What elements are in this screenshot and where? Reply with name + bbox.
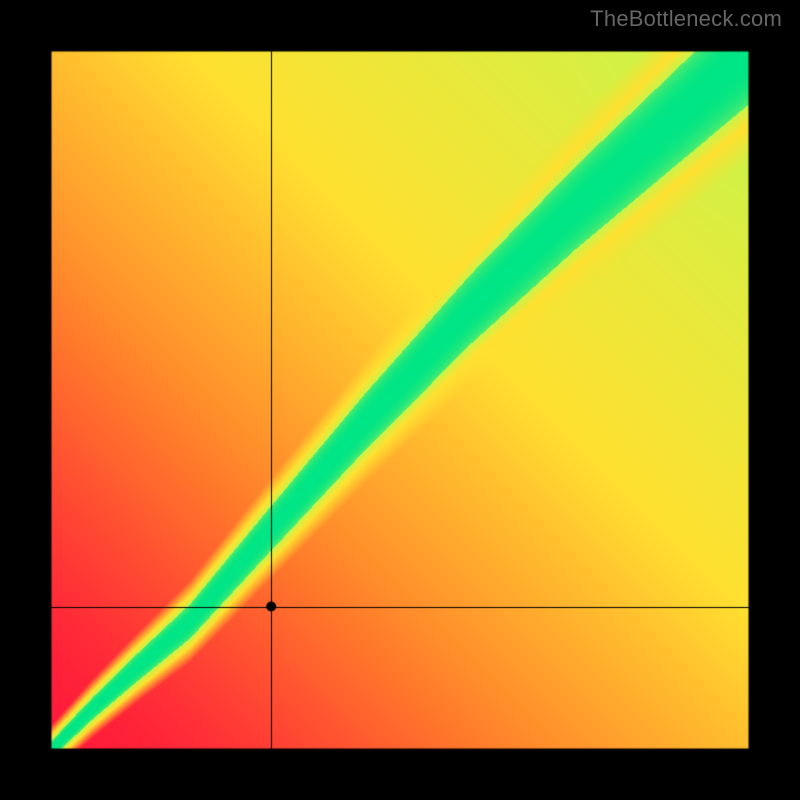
bottleneck-heatmap — [0, 0, 800, 800]
watermark-text: TheBottleneck.com — [590, 6, 782, 32]
